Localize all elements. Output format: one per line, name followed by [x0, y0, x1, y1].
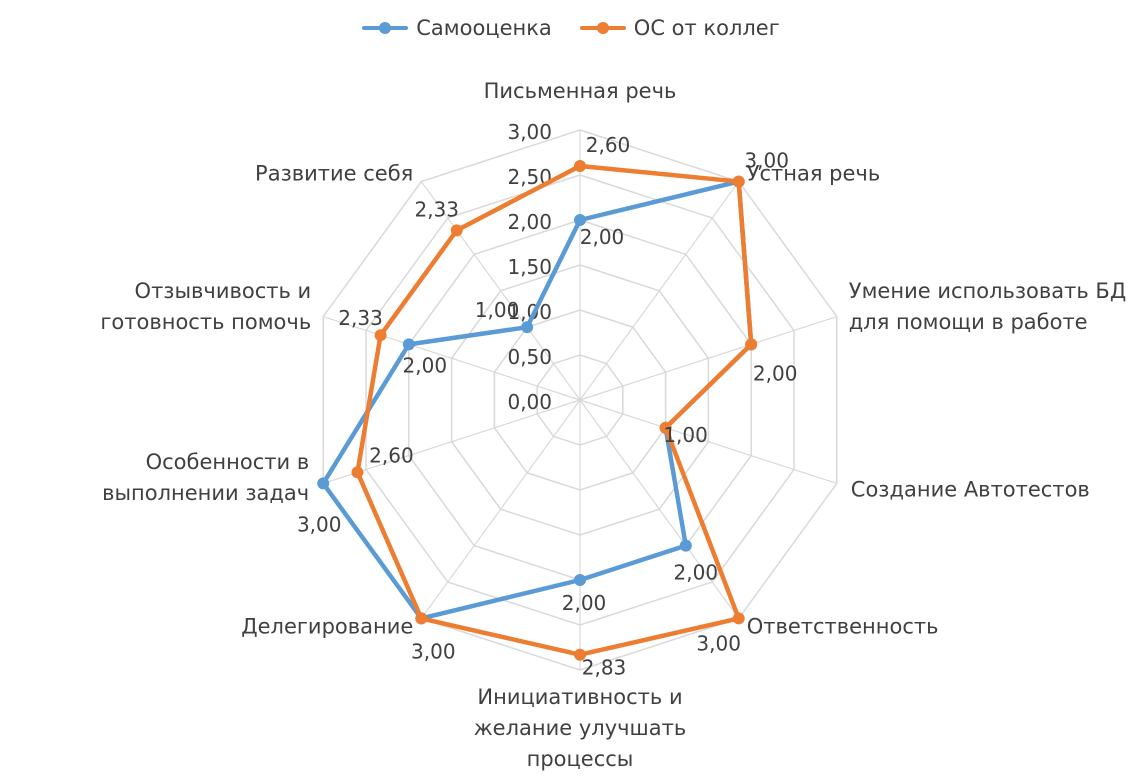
- legend-item-colleagues: ОС от коллег: [579, 16, 780, 40]
- grid-spoke-4: [579, 399, 740, 619]
- series-1-point-6: [415, 612, 428, 625]
- data-label-1-8: 2,33: [338, 306, 383, 330]
- series-0-point-9: [521, 321, 534, 334]
- tick-label-4: 2,00: [507, 210, 552, 234]
- tick-label-6: 3,00: [507, 120, 552, 144]
- series-0-point-7: [317, 477, 330, 490]
- data-label-0-7: 3,00: [297, 512, 342, 536]
- grid-spoke-6: [420, 399, 581, 619]
- legend-swatch-self: [362, 22, 409, 34]
- data-label-1-0: 2,60: [586, 133, 631, 157]
- legend-label-self: Самооценка: [416, 16, 552, 40]
- data-label-0-1: 3,00: [744, 149, 789, 173]
- legend-swatch-colleagues: [579, 22, 626, 34]
- category-label-0: Письменная речь: [484, 79, 677, 103]
- series-1-point-1: [732, 175, 745, 188]
- legend-item-self: Самооценка: [362, 16, 552, 40]
- series-1-point-2: [745, 338, 758, 351]
- category-label-8: Отзывчивость и готовность помочь: [100, 279, 311, 334]
- data-label-1-9: 2,33: [414, 197, 459, 221]
- grid-spoke-3: [579, 399, 837, 485]
- tick-label-3: 1,50: [507, 255, 552, 279]
- grid-spoke-8: [323, 315, 581, 401]
- category-label-9: Развитие себя: [255, 162, 413, 186]
- grid-spoke-9: [420, 181, 581, 401]
- data-label-0-3: 1,00: [663, 423, 708, 447]
- category-label-4: Ответственность: [747, 614, 939, 638]
- series-0-point-8: [402, 338, 415, 351]
- data-label-0-0: 2,00: [580, 225, 625, 249]
- series-1-point-5: [574, 648, 586, 661]
- series-1-point-3: [659, 421, 672, 434]
- category-label-7: Особенности в выполнении задач: [102, 450, 309, 505]
- chart-legend: Самооценка ОС от коллег: [0, 16, 1142, 40]
- series-0-point-5: [574, 574, 586, 586]
- tick-label-0: 0,00: [507, 390, 552, 414]
- data-label-0-5: 2,00: [562, 591, 607, 615]
- category-label-3: Создание Автотестов: [851, 477, 1090, 501]
- category-label-6: Делегирование: [241, 614, 413, 638]
- data-label-1-7: 2,60: [369, 443, 414, 467]
- series-0-point-4: [679, 539, 692, 552]
- data-label-1-4: 3,00: [696, 631, 741, 655]
- series-1-point-8: [374, 329, 387, 342]
- tick-label-1: 0,50: [507, 345, 552, 369]
- series-1-point-9: [450, 224, 463, 237]
- grid-spoke-1: [579, 181, 740, 401]
- series-1-point-4: [732, 612, 745, 625]
- series-1-point-0: [574, 160, 586, 172]
- series-1-point-7: [351, 466, 364, 479]
- grid-spoke-2: [579, 315, 837, 401]
- data-label-0-8: 2,00: [403, 353, 448, 377]
- category-label-5: Инициативность и желание улучшать процессы: [474, 685, 686, 771]
- grid-spoke-7: [323, 399, 581, 485]
- category-label-1: Устная речь: [747, 162, 881, 186]
- data-label-0-9: 1,00: [475, 298, 520, 322]
- category-label-2: Умение использовать БД для помощи в работ…: [849, 279, 1126, 334]
- data-label-0-4: 2,00: [674, 561, 719, 585]
- series-0-point-0: [574, 214, 586, 226]
- data-label-0-6: 3,00: [411, 639, 456, 663]
- legend-label-colleagues: ОС от коллег: [633, 16, 780, 40]
- data-label-1-5: 2,83: [582, 656, 627, 680]
- data-label-0-2: 2,00: [753, 361, 798, 385]
